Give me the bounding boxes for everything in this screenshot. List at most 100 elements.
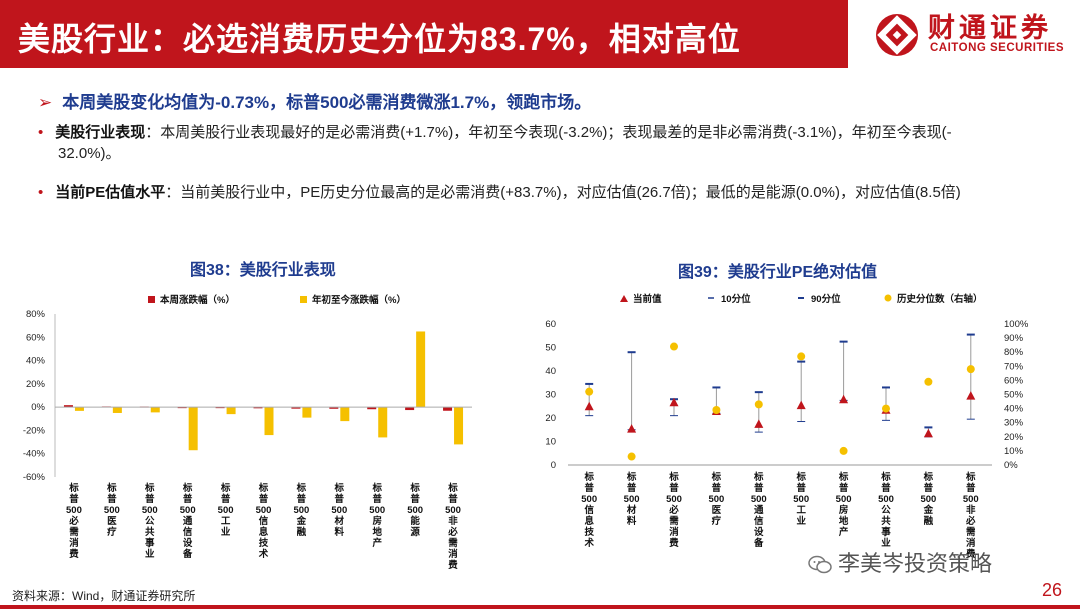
x-tick-label: 标普 500 材料 bbox=[624, 471, 640, 527]
y-tick-label: -40% bbox=[23, 449, 46, 460]
bar bbox=[112, 407, 122, 413]
y-tick-label: 0% bbox=[31, 402, 45, 413]
y-tick-label: 80% bbox=[26, 309, 46, 320]
x-tick-label: 标普 500 非必需消费 bbox=[963, 471, 979, 560]
bullet-text: ：本周美股行业表现最好的是必需消费(+1.7%)，年初至今表现(-3.2%)；表… bbox=[145, 124, 952, 141]
bar bbox=[378, 407, 388, 438]
bar bbox=[340, 407, 350, 422]
watermark: 李美岑投资策略 bbox=[808, 546, 992, 578]
chart-39-pe-valuation: 当前值 10分位 90分位 历史分位数（右轴） 60 50 40 30 20 10 0 100% 90%… bbox=[545, 293, 1028, 560]
bar bbox=[443, 407, 453, 411]
x-tick-label: 标普 500 公共事业 bbox=[878, 471, 894, 549]
chart-38-industry-performance: 本周涨跌幅（%） 年初至今涨跌幅（%） 80% 60% 40% 20% 0% -20% -40%… bbox=[23, 294, 472, 571]
y-right-tick-label: 80% bbox=[1004, 347, 1024, 358]
x-tick-label: 标普 500 必需消费 bbox=[66, 482, 82, 560]
logo: 财通证券 CAITONG SECURITIES bbox=[848, 0, 1080, 68]
bullet-dot-icon: • bbox=[38, 124, 44, 141]
bar bbox=[454, 407, 464, 445]
logo-text-en: CAITONG SECURITIES bbox=[930, 42, 1065, 54]
x-tick-label: 标普 500 信息技术 bbox=[581, 471, 597, 549]
current-value-point bbox=[923, 428, 933, 438]
percentile-point bbox=[839, 446, 848, 455]
bar bbox=[367, 407, 377, 410]
x-tick-label: 标普 500 金融 bbox=[920, 471, 936, 527]
legend-swatch bbox=[300, 296, 307, 303]
x-tick-label: 标普 500 能源 bbox=[407, 482, 423, 538]
y-left-tick-label: 50 bbox=[545, 343, 556, 354]
x-tick-label: 标普 500 房地产 bbox=[836, 471, 852, 538]
chart-39-title: 图39：美股行业PE绝对估值 bbox=[678, 264, 878, 281]
y-right-tick-label: 20% bbox=[1004, 432, 1024, 443]
header-bar: 美股行业：必选消费历史分位为83.7%，相对高位 财通证券 CAITONG SE… bbox=[0, 0, 1080, 68]
current-value-point bbox=[754, 419, 764, 428]
y-right-tick-label: 60% bbox=[1004, 375, 1024, 386]
current-value-point bbox=[669, 397, 679, 407]
legend-label: 90分位 bbox=[811, 293, 841, 305]
legend-swatch bbox=[148, 296, 155, 303]
x-tick-label: 标普 500 信息技术 bbox=[256, 482, 272, 560]
bullet-key: 当前PE估值水平 bbox=[55, 184, 166, 201]
bar bbox=[405, 407, 415, 411]
y-left-tick-label: 10 bbox=[545, 437, 556, 448]
page-title: 美股行业：必选消费历史分位为83.7%，相对高位 bbox=[18, 21, 741, 57]
percentile-point bbox=[754, 400, 763, 409]
bar bbox=[63, 405, 73, 408]
bullet-dot-icon: • bbox=[38, 184, 44, 201]
x-tick-label: 标普 500 非必需消费 bbox=[445, 482, 461, 571]
percentile-point bbox=[670, 342, 678, 351]
percentile-point bbox=[712, 406, 721, 415]
bar bbox=[416, 331, 426, 408]
caitong-logo-icon bbox=[876, 14, 918, 56]
percentile-point bbox=[627, 452, 636, 461]
x-tick-label: 标普 500 金融 bbox=[293, 482, 309, 538]
y-left-tick-label: 60 bbox=[545, 319, 556, 330]
logo-text-cn: 财通证券 bbox=[928, 13, 1052, 43]
y-left-tick-label: 20 bbox=[545, 413, 556, 424]
y-tick-label: 40% bbox=[26, 356, 46, 367]
bullet-pe-valuation: • 当前PE估值水平：当前美股行业中，PE历史分位最高的是必需消费(+83.7%)… bbox=[38, 182, 961, 203]
y-left-tick-label: 30 bbox=[545, 390, 556, 401]
y-left-tick-label: 40 bbox=[545, 366, 556, 377]
bar bbox=[188, 407, 198, 451]
page-number: 26 bbox=[1041, 580, 1062, 600]
y-right-tick-label: 0% bbox=[1004, 460, 1018, 471]
wechat-icon bbox=[808, 555, 832, 574]
y-tick-label: 60% bbox=[26, 332, 46, 343]
x-tick-label: 标普 500 房地产 bbox=[369, 482, 385, 549]
x-tick-label: 标普 500 工业 bbox=[218, 482, 234, 538]
y-right-tick-label: 40% bbox=[1004, 404, 1024, 415]
y-right-tick-label: 90% bbox=[1004, 333, 1024, 344]
bar bbox=[253, 407, 263, 409]
legend-label: 10分位 bbox=[721, 293, 751, 305]
legend-label: 年初至今涨跌幅（%） bbox=[312, 294, 406, 306]
x-tick-label: 标普 500 通信设备 bbox=[751, 471, 767, 549]
legend-label: 本周涨跌幅（%） bbox=[160, 294, 235, 306]
watermark-text: 李美岑投资策略 bbox=[838, 551, 993, 576]
x-tick-label: 标普 500 通信设备 bbox=[180, 482, 196, 560]
x-tick-label: 标普 500 医疗 bbox=[708, 471, 724, 527]
bottom-divider bbox=[0, 605, 1080, 609]
current-value-point bbox=[839, 394, 849, 404]
current-value-point bbox=[584, 401, 594, 411]
legend-triangle-icon bbox=[620, 295, 628, 302]
x-tick-label: 标普 500 工业 bbox=[793, 471, 809, 527]
bar bbox=[150, 407, 160, 413]
legend-label: 当前值 bbox=[633, 293, 662, 305]
bar bbox=[329, 407, 339, 409]
x-tick-label: 标普 500 必需消费 bbox=[666, 471, 682, 549]
legend-label: 历史分位数（右轴） bbox=[897, 293, 983, 305]
summary-line: ➢ 本周美股变化均值为-0.73%，标普500必需消费微涨1.7%，领跑市场。 bbox=[38, 88, 591, 113]
bar bbox=[226, 407, 236, 415]
bar bbox=[74, 407, 84, 411]
x-tick-label: 标普 500 材料 bbox=[331, 482, 347, 538]
bullet-text: ：当前美股行业中，PE历史分位最高的是必需消费(+83.7%)，对应估值(26.… bbox=[165, 184, 961, 201]
percentile-point bbox=[882, 404, 890, 413]
current-value-point bbox=[966, 391, 976, 400]
y-left-tick-label: 0 bbox=[551, 460, 556, 471]
y-right-tick-label: 30% bbox=[1004, 418, 1024, 429]
y-tick-label: -60% bbox=[23, 472, 46, 483]
bullet-text-continued: 32.0%)。 bbox=[58, 145, 121, 162]
percentile-point bbox=[797, 352, 806, 361]
y-tick-label: -20% bbox=[23, 425, 46, 436]
chart-38-title: 图38：美股行业表现 bbox=[190, 262, 336, 279]
